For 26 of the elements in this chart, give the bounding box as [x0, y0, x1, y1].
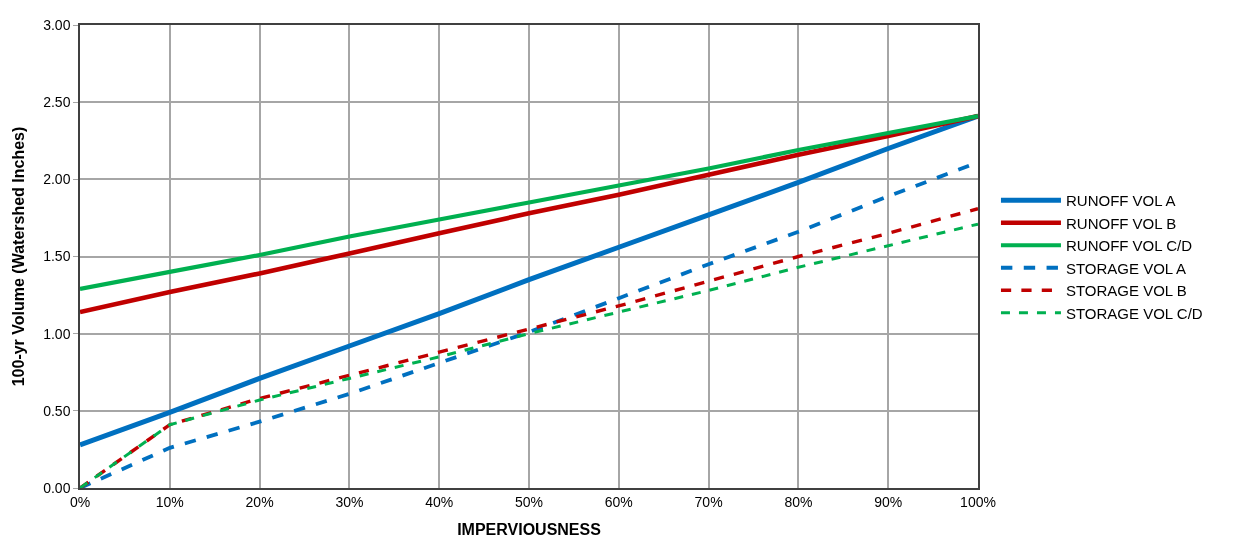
x-tick-label: 60%: [604, 493, 633, 510]
x-axis-title: IMPERVIOUSNESS: [457, 520, 602, 538]
legend-label: RUNOFF VOL A: [1065, 192, 1176, 210]
y-tick-label: 0.50: [43, 402, 71, 419]
y-tick-label: 1.50: [43, 248, 71, 265]
legend-label: RUNOFF VOL C/D: [1065, 237, 1193, 255]
x-tick-label: 100%: [960, 493, 996, 510]
y-tick-label: 0.00: [43, 479, 71, 496]
y-tick-label: 2.50: [43, 94, 71, 111]
x-tick-label: 70%: [694, 493, 723, 510]
legend-label: STORAGE VOL A: [1065, 259, 1187, 277]
x-tick-label: 90%: [874, 493, 903, 510]
x-tick-label: 80%: [784, 493, 813, 510]
y-tick-label: 2.00: [43, 171, 71, 188]
x-tick-label: 10%: [155, 493, 184, 510]
x-tick-label: 0%: [69, 493, 91, 510]
x-tick-label: 30%: [335, 493, 364, 510]
y-tick-label: 3.00: [43, 16, 71, 33]
x-tick-label: 20%: [245, 493, 274, 510]
x-tick-label: 50%: [514, 493, 544, 510]
x-tick-label: 40%: [425, 493, 454, 510]
legend-label: RUNOFF VOL B: [1065, 214, 1177, 232]
y-tick-label: 1.00: [43, 325, 71, 342]
legend-label: STORAGE VOL C/D: [1065, 304, 1203, 322]
legend-label: STORAGE VOL B: [1065, 282, 1187, 300]
y-axis-title: 100-yr Volume (Watershed Inches): [9, 126, 27, 387]
